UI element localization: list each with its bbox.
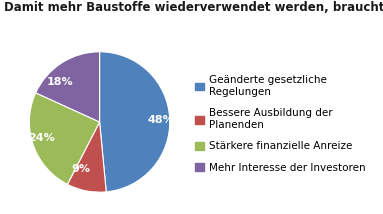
Text: 48%: 48% [147,115,174,125]
Text: Damit mehr Baustoffe wiederverwendet werden, braucht es:: Damit mehr Baustoffe wiederverwendet wer… [4,1,383,14]
Text: 18%: 18% [47,77,74,87]
Text: 9%: 9% [72,164,90,174]
Wedge shape [100,52,170,192]
Wedge shape [29,93,100,184]
Wedge shape [67,122,106,192]
Wedge shape [36,52,100,122]
Text: 24%: 24% [28,133,54,143]
Legend: Geänderte gesetzliche
Regelungen, Bessere Ausbildung der
Planenden, Stärkere fin: Geänderte gesetzliche Regelungen, Besser… [195,75,365,173]
